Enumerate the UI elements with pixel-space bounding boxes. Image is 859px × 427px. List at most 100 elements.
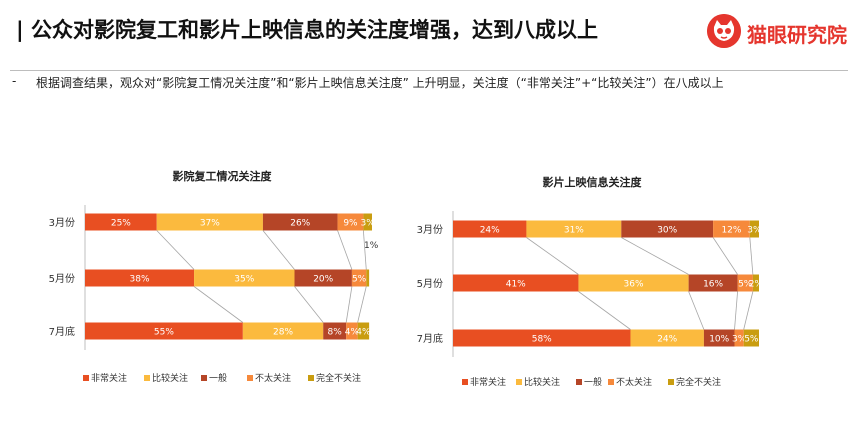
legend-swatch-0-2 [201, 375, 207, 381]
data-label-1-1-1: 36% [624, 280, 644, 290]
header: | 公众对影院复工和影片上映信息的关注度增强，达到八成以上 [10, 6, 850, 71]
bar-segment-1-0-3 [713, 220, 750, 238]
data-label-0-2-0: 55% [154, 328, 174, 338]
bar-segment-0-2-2 [323, 322, 347, 340]
chart-title-1: 影片上映信息关注度 [543, 175, 643, 189]
bar-segment-0-0-3 [337, 213, 364, 231]
bar-segment-1-0-2 [621, 220, 714, 238]
category-label-0-0: 3月份 [49, 217, 75, 229]
bar-segment-1-2-3 [734, 329, 744, 347]
series-connector-0-0-0 [156, 230, 195, 270]
legend-label-0-2: 一般 [209, 372, 227, 384]
data-label-0-2-1: 28% [273, 328, 293, 338]
category-label-0-2: 7月底 [49, 325, 75, 338]
bar-segment-0-1-1 [194, 269, 295, 287]
bar-segment-1-0-1 [526, 220, 622, 238]
bar-segment-0-1-2 [294, 269, 352, 287]
series-connector-0-0-1 [262, 230, 295, 270]
series-connector-1-1-2 [734, 291, 738, 330]
bar-segment-0-2-0 [85, 322, 243, 340]
legend-label-1-1: 比较关注 [524, 376, 560, 388]
data-label-0-2-4: 4% [356, 328, 371, 338]
legend-swatch-1-4 [668, 379, 674, 385]
data-label-0-1-2: 20% [313, 275, 333, 285]
category-label-1-1: 5月份 [417, 278, 443, 290]
series-connector-0-1-0 [193, 286, 244, 323]
series-connector-0-1-2 [345, 286, 353, 323]
data-label-0-0-3: 9% [343, 219, 358, 229]
category-label-1-2: 7月底 [417, 332, 443, 345]
series-connector-1-0-0 [526, 237, 579, 275]
data-label-0-0-4: 3% [361, 219, 376, 229]
series-connector-1-1-3 [743, 291, 754, 330]
bar-segment-1-1-3 [737, 274, 753, 292]
logo-text: 猫眼研究院 [747, 23, 847, 47]
data-label-1-1-3: 5% [738, 280, 753, 290]
data-label-0-1-0: 38% [130, 275, 150, 285]
bar-segment-0-1-3 [351, 269, 367, 287]
bar-segment-1-2-1 [630, 329, 704, 347]
legend-label-0-4: 完全不关注 [316, 372, 361, 384]
bar-segment-0-1-0 [85, 269, 195, 287]
data-label-1-0-3: 12% [721, 226, 741, 236]
data-label-1-2-3: 3% [732, 335, 747, 345]
bar-segment-1-0-0 [453, 220, 527, 238]
category-label-1-0: 3月份 [417, 224, 443, 236]
legend-label-1-2: 一般 [584, 376, 602, 388]
legend-swatch-0-1 [144, 375, 150, 381]
legend-label-0-1: 比较关注 [152, 372, 188, 384]
data-label-1-1-4: 2% [749, 280, 764, 290]
data-label-0-2-2: 8% [328, 328, 343, 338]
legend-label-0-3: 不太关注 [255, 372, 291, 384]
bar-segment-0-0-4 [363, 213, 372, 231]
bar-segment-1-1-0 [453, 274, 579, 292]
data-label-1-2-2: 10% [709, 335, 729, 345]
legend-swatch-0-4 [308, 375, 314, 381]
data-label-1-2-1: 24% [657, 335, 677, 345]
chart-annotation-0-0: 1% [364, 241, 379, 251]
series-connector-0-1-1 [294, 286, 324, 323]
series-connector-1-0-1 [621, 237, 689, 275]
data-label-0-0-2: 26% [290, 219, 310, 229]
bar-segment-1-2-0 [453, 329, 631, 347]
series-connector-1-1-1 [688, 291, 705, 330]
series-connector-0-0-3 [362, 230, 367, 270]
bullet-text: 根据调查结果，观众对“影院复工情况关注度”和“影片上映信息关注度” 上升明显，关… [36, 76, 724, 90]
legend-swatch-0-3 [247, 375, 253, 381]
legend-swatch-1-3 [608, 379, 614, 385]
legend-label-1-3: 不太关注 [616, 376, 652, 388]
bar-segment-0-2-1 [242, 322, 324, 340]
bar-segment-1-1-2 [688, 274, 738, 292]
bar-segment-0-2-4 [357, 322, 370, 340]
legend-swatch-1-0 [462, 379, 468, 385]
bar-segment-1-2-4 [743, 329, 759, 347]
bar-segment-0-0-0 [85, 213, 157, 231]
series-connector-1-0-3 [749, 237, 754, 275]
data-label-0-1-1: 35% [234, 275, 254, 285]
data-label-0-2-3: 4% [345, 328, 360, 338]
series-connector-0-0-2 [337, 230, 353, 270]
series-connector-0-1-3 [357, 286, 367, 323]
bar-segment-0-2-3 [346, 322, 358, 340]
data-label-1-1-2: 16% [703, 280, 723, 290]
data-label-1-2-0: 58% [532, 335, 552, 345]
data-label-1-0-0: 24% [480, 226, 500, 236]
bar-segment-1-0-4 [749, 220, 759, 238]
data-label-1-0-4: 3% [747, 226, 762, 236]
bar-segment-0-0-1 [156, 213, 263, 231]
legend-swatch-0-0 [83, 375, 89, 381]
data-label-1-0-1: 31% [564, 226, 584, 236]
page-title: | 公众对影院复工和影片上映信息的关注度增强，达到八成以上 [16, 18, 598, 42]
legend-swatch-1-2 [576, 379, 582, 385]
chart-title-0: 影院复工情况关注度 [173, 169, 273, 183]
data-label-0-1-3: 5% [352, 275, 367, 285]
bar-segment-1-1-4 [752, 274, 759, 292]
bar-segment-0-1-4 [366, 269, 370, 287]
legend-label-1-0: 非常关注 [470, 376, 506, 388]
legend-swatch-1-1 [516, 379, 522, 385]
cat-logo-icon [707, 14, 741, 48]
bar-segment-0-0-2 [262, 213, 338, 231]
series-connector-1-0-2 [712, 237, 738, 275]
bar-segment-1-1-1 [578, 274, 689, 292]
